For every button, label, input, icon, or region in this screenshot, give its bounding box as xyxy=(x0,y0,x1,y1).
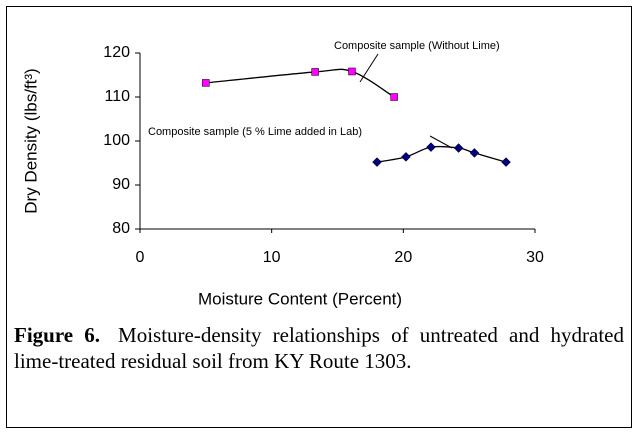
marker xyxy=(453,143,464,153)
x-tick-label: 20 xyxy=(394,249,412,266)
series-line xyxy=(376,145,507,163)
y-tick-label: 80 xyxy=(112,220,130,237)
x-tick-label: 10 xyxy=(263,249,281,266)
leader-line xyxy=(429,135,453,149)
x-tick-label: 30 xyxy=(526,249,544,266)
marker xyxy=(348,67,356,76)
leader-line xyxy=(359,53,379,83)
y-tick-label: 100 xyxy=(103,132,130,149)
y-tick-label: 90 xyxy=(112,176,130,193)
marker xyxy=(426,142,436,153)
y-tick-label: 110 xyxy=(104,88,130,105)
marker xyxy=(469,148,480,158)
series-annotation: Composite sample (5 % Lime added in Lab) xyxy=(148,126,362,138)
marker xyxy=(202,79,210,87)
y-tick-label: 120 xyxy=(103,44,130,61)
series-line xyxy=(205,68,395,98)
marker xyxy=(401,151,411,162)
caption-text: Moisture-density relationships of untrea… xyxy=(14,323,624,373)
y-axis-label: Dry Density (lbs/ft³) xyxy=(21,68,40,213)
series-annotation: Composite sample (Without Lime) xyxy=(334,40,500,52)
caption-label: Figure 6. xyxy=(14,323,101,347)
marker xyxy=(501,157,511,167)
x-tick-label: 0 xyxy=(136,249,145,266)
x-axis-label: Moisture Content (Percent) xyxy=(198,289,402,308)
marker xyxy=(390,93,398,101)
marker xyxy=(372,157,382,167)
frame xyxy=(6,6,632,428)
marker xyxy=(311,68,319,76)
caption: Figure 6. Moisture-density relationships … xyxy=(14,322,624,374)
